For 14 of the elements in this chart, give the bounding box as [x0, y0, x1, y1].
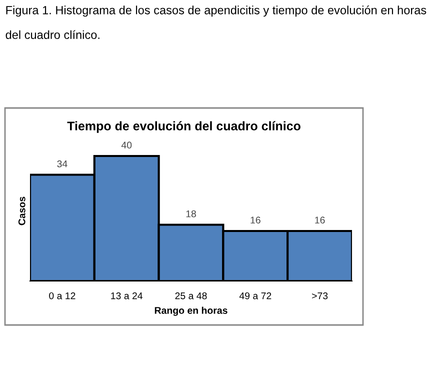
- x-tick-label: 0 a 12: [49, 292, 76, 300]
- text: Figura 1. Histograma de los casos de apendicitis y tiempo de evolución en horas del cuadro clínico.: [6, 6, 426, 40]
- x-tick-label: >73: [312, 292, 328, 300]
- y-axis-title: Casos: [18, 196, 26, 226]
- x-tick-label: 49 a 72: [239, 292, 272, 300]
- x-tick-label: 13 a 24: [111, 292, 143, 300]
- data-label: 40: [121, 142, 132, 149]
- data-label: 34: [57, 160, 68, 168]
- data-label: 16: [315, 216, 325, 224]
- chart-title: Tiempo de evolución del cuadro clínico: [67, 121, 300, 133]
- data-label: 16: [250, 216, 260, 224]
- data-label: 18: [186, 210, 196, 218]
- x-axis-title: Rango en horas: [154, 306, 228, 316]
- x-tick-label: 25 a 48: [175, 292, 207, 300]
